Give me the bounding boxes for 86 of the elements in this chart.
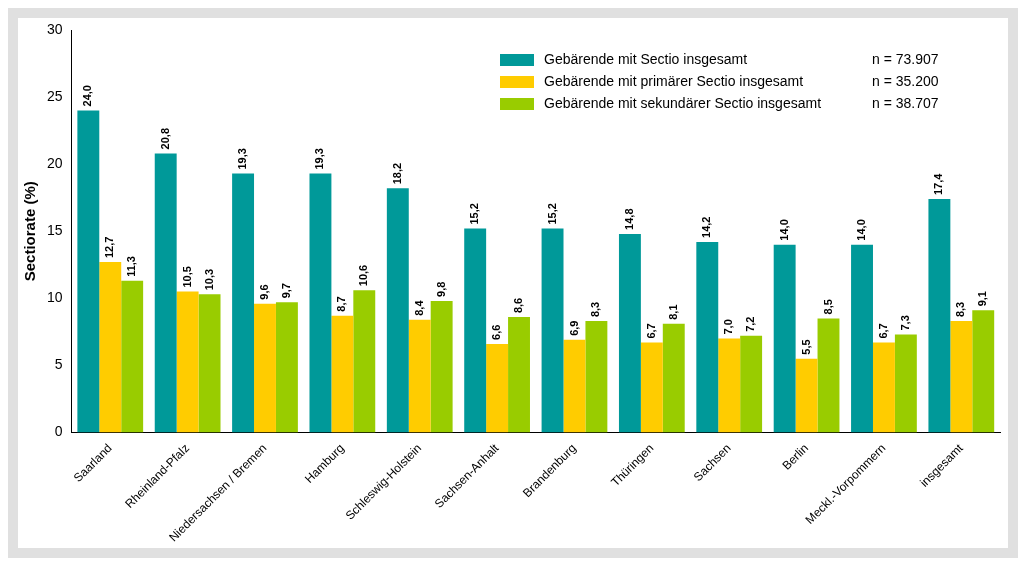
legend-label: Gebärende mit primärer Sectio insgesamt — [544, 72, 804, 89]
data-label: 6,9 — [567, 320, 580, 336]
bar — [618, 233, 641, 433]
data-label: 15,2 — [545, 203, 558, 225]
bar — [662, 323, 685, 433]
data-label: 9,7 — [279, 283, 292, 299]
data-label: 10,3 — [202, 268, 215, 291]
bar — [408, 319, 431, 433]
data-label: 15,2 — [468, 203, 481, 225]
bar — [176, 291, 199, 433]
annotation: n = 35.200 — [872, 72, 939, 89]
data-label: 8,1 — [666, 304, 679, 320]
bar — [232, 173, 255, 433]
data-label: 6,7 — [876, 323, 889, 339]
data-label: 8,5 — [821, 299, 834, 315]
bar — [154, 153, 177, 433]
bar — [541, 228, 564, 433]
bar — [718, 338, 741, 433]
y-tick-label: 15 — [46, 222, 63, 239]
y-tick-label: 25 — [46, 87, 63, 104]
y-tick-label: 10 — [46, 289, 63, 306]
data-label: 20,8 — [158, 127, 171, 150]
data-label: 8,3 — [954, 301, 967, 318]
bar — [353, 290, 376, 433]
data-label: 8,4 — [412, 299, 425, 316]
bar — [430, 300, 453, 433]
data-label: 14,8 — [622, 208, 635, 230]
bar — [77, 110, 100, 433]
y-tick-label: 5 — [54, 356, 63, 373]
bar — [872, 342, 895, 433]
data-label: 17,4 — [932, 172, 945, 196]
bar — [740, 335, 763, 433]
data-label: 10,6 — [357, 264, 370, 287]
data-label: 24,0 — [81, 85, 94, 107]
bar — [851, 244, 873, 433]
legend-label: Gebärende mit sekundärer Sectio insgesamt — [544, 94, 822, 111]
data-label: 9,6 — [258, 284, 271, 300]
bar — [331, 315, 354, 433]
data-label: 12,7 — [103, 236, 116, 259]
bar — [254, 303, 276, 433]
data-label: 9,1 — [976, 291, 989, 307]
y-tick-label: 20 — [46, 155, 63, 171]
legend-label: Gebärende mit Sectio insgesamt — [544, 50, 748, 67]
bar — [894, 334, 917, 433]
data-label: 14,2 — [700, 216, 713, 238]
bar — [99, 262, 122, 433]
bar — [275, 302, 298, 433]
bar — [640, 342, 663, 433]
y-tick-label: 30 — [46, 20, 63, 37]
bar — [928, 199, 951, 433]
data-label: 7,2 — [744, 316, 757, 332]
data-label: 18,2 — [390, 162, 403, 185]
data-label: 6,7 — [644, 323, 657, 339]
y-tick-label: 0 — [54, 423, 63, 440]
bar — [585, 321, 608, 433]
bar — [950, 321, 973, 433]
data-label: 8,6 — [512, 297, 525, 314]
bar — [386, 188, 409, 433]
bar — [773, 244, 796, 433]
data-label: 11,3 — [125, 256, 138, 277]
annotation: n = 38.707 — [872, 94, 939, 111]
data-label: 5,5 — [799, 339, 812, 355]
data-label: 7,0 — [722, 319, 735, 335]
data-label: 19,3 — [313, 148, 326, 170]
bar — [972, 310, 995, 433]
bar — [696, 241, 719, 433]
data-label: 14,0 — [855, 219, 868, 241]
data-label: 9,8 — [434, 281, 447, 297]
bar — [198, 294, 221, 433]
y-axis-title: Sectiorate (%) — [21, 181, 39, 282]
data-label: 8,7 — [335, 296, 348, 312]
data-label: 14,0 — [777, 219, 790, 241]
data-label: 19,3 — [236, 148, 249, 170]
data-label: 10,5 — [180, 266, 193, 288]
bar — [563, 339, 586, 433]
data-label: 6,6 — [490, 324, 503, 340]
data-label: 7,3 — [898, 315, 911, 331]
bar — [795, 358, 818, 433]
bar — [486, 343, 509, 433]
bar — [464, 228, 487, 433]
bar — [309, 173, 332, 433]
bar — [817, 318, 840, 433]
annotation: n = 73.907 — [872, 50, 939, 67]
bar — [121, 280, 144, 433]
data-label: 8,3 — [589, 301, 602, 318]
bar — [508, 317, 530, 433]
